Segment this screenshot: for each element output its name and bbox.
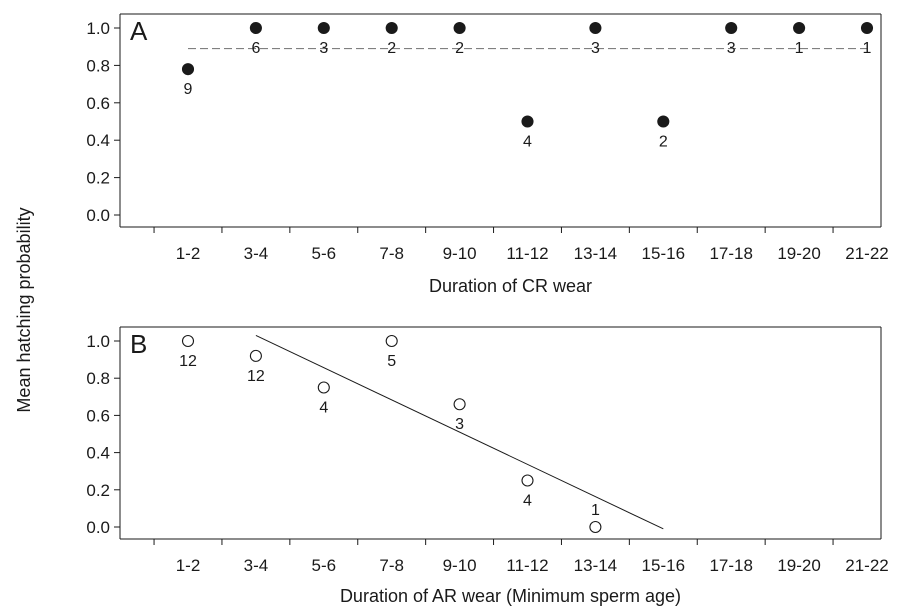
x-tick-label: 13-14 [574, 556, 617, 575]
x-tick-label: 17-18 [709, 244, 752, 263]
x-tick-label: 5-6 [312, 556, 337, 575]
x-tick-label: 15-16 [642, 556, 685, 575]
y-tick-label: 0.4 [86, 131, 110, 150]
x-tick-label: 21-22 [845, 244, 888, 263]
data-point [860, 21, 874, 35]
x-tick-label: 3-4 [244, 556, 269, 575]
sample-size-label: 1 [863, 40, 872, 57]
data-point [725, 21, 738, 35]
sample-size-label: 3 [591, 40, 600, 57]
x-tick-label: 15-16 [642, 244, 685, 263]
sample-size-label: 12 [247, 368, 265, 385]
x-axis-title: Duration of CR wear [429, 276, 592, 296]
sample-size-label: 1 [795, 40, 804, 57]
data-point [385, 334, 398, 348]
y-tick-label: 0.0 [86, 518, 110, 537]
x-tick-label: 5-6 [312, 244, 337, 263]
data-point [181, 63, 195, 76]
y-tick-label: 1.0 [86, 19, 110, 38]
y-tick-label: 0.2 [86, 481, 110, 500]
data-point [589, 21, 602, 35]
sample-size-label: 12 [179, 353, 197, 370]
sample-size-label: 4 [523, 493, 532, 510]
sample-size-label: 4 [319, 400, 328, 417]
x-tick-label: 1-2 [176, 556, 201, 575]
panel-letter: B [130, 329, 147, 359]
data-point [453, 21, 466, 35]
sample-size-label: 3 [727, 40, 736, 57]
x-tick-label: 1-2 [176, 244, 201, 263]
y-tick-label: 0.2 [86, 169, 110, 188]
y-tick-label: 0.0 [86, 206, 110, 225]
x-tick-label: 17-18 [709, 556, 752, 575]
x-axis-title: Duration of AR wear (Minimum sperm age) [340, 586, 681, 606]
x-tick-label: 11-12 [506, 556, 548, 575]
sample-size-label: 3 [319, 40, 328, 57]
y-tick-label: 1.0 [86, 332, 110, 351]
data-point [249, 21, 262, 35]
x-tick-label: 3-4 [244, 244, 269, 263]
data-point [657, 115, 670, 128]
data-point [521, 474, 534, 487]
y-tick-label: 0.8 [86, 56, 110, 75]
sample-size-label: 9 [184, 81, 193, 98]
x-tick-label: 9-10 [443, 244, 477, 263]
sample-size-label: 6 [251, 40, 260, 57]
sample-size-label: 2 [455, 40, 464, 57]
sample-size-label: 1 [591, 502, 600, 519]
x-tick-label: 21-22 [845, 556, 888, 575]
data-point [589, 520, 602, 534]
panel-b: B 0.0 0.2 0.4 0.6 0.8 1.0 1-2 3-4 5-6 7-8 9-10 11-12… [86, 326, 889, 606]
x-tick-label: 19-20 [777, 244, 820, 263]
data-point [249, 349, 262, 362]
panel-letter: A [130, 16, 148, 46]
data-point [521, 115, 534, 128]
x-tick-label: 11-12 [506, 244, 548, 263]
data-point [453, 398, 466, 411]
y-tick-label: 0.4 [86, 444, 110, 463]
sample-size-label: 3 [455, 416, 464, 433]
sample-size-label: 4 [523, 134, 532, 151]
x-tick-label: 7-8 [379, 556, 404, 575]
y-tick-label: 0.8 [86, 369, 110, 388]
x-tick-label: 19-20 [777, 556, 820, 575]
data-point [317, 21, 330, 35]
x-tick-label: 9-10 [443, 556, 477, 575]
y-tick-label: 0.6 [86, 94, 110, 113]
sample-size-label: 2 [387, 40, 396, 57]
data-point [181, 334, 195, 348]
x-tick-label: 13-14 [574, 244, 617, 263]
panel-a: A 0.0 0.2 0.4 0.6 0.8 1.0 1-2 3-4 5-6 7-8 9-10 11-12… [86, 13, 889, 296]
y-tick-label: 0.6 [86, 406, 110, 425]
sample-size-label: 5 [387, 353, 396, 370]
x-tick-label: 7-8 [379, 244, 404, 263]
regression-line [255, 334, 664, 530]
y-axis-title: Mean hatching probability [14, 207, 34, 412]
data-point [793, 21, 806, 35]
data-point [317, 381, 330, 394]
data-point [385, 21, 398, 35]
sample-size-label: 2 [659, 134, 668, 151]
